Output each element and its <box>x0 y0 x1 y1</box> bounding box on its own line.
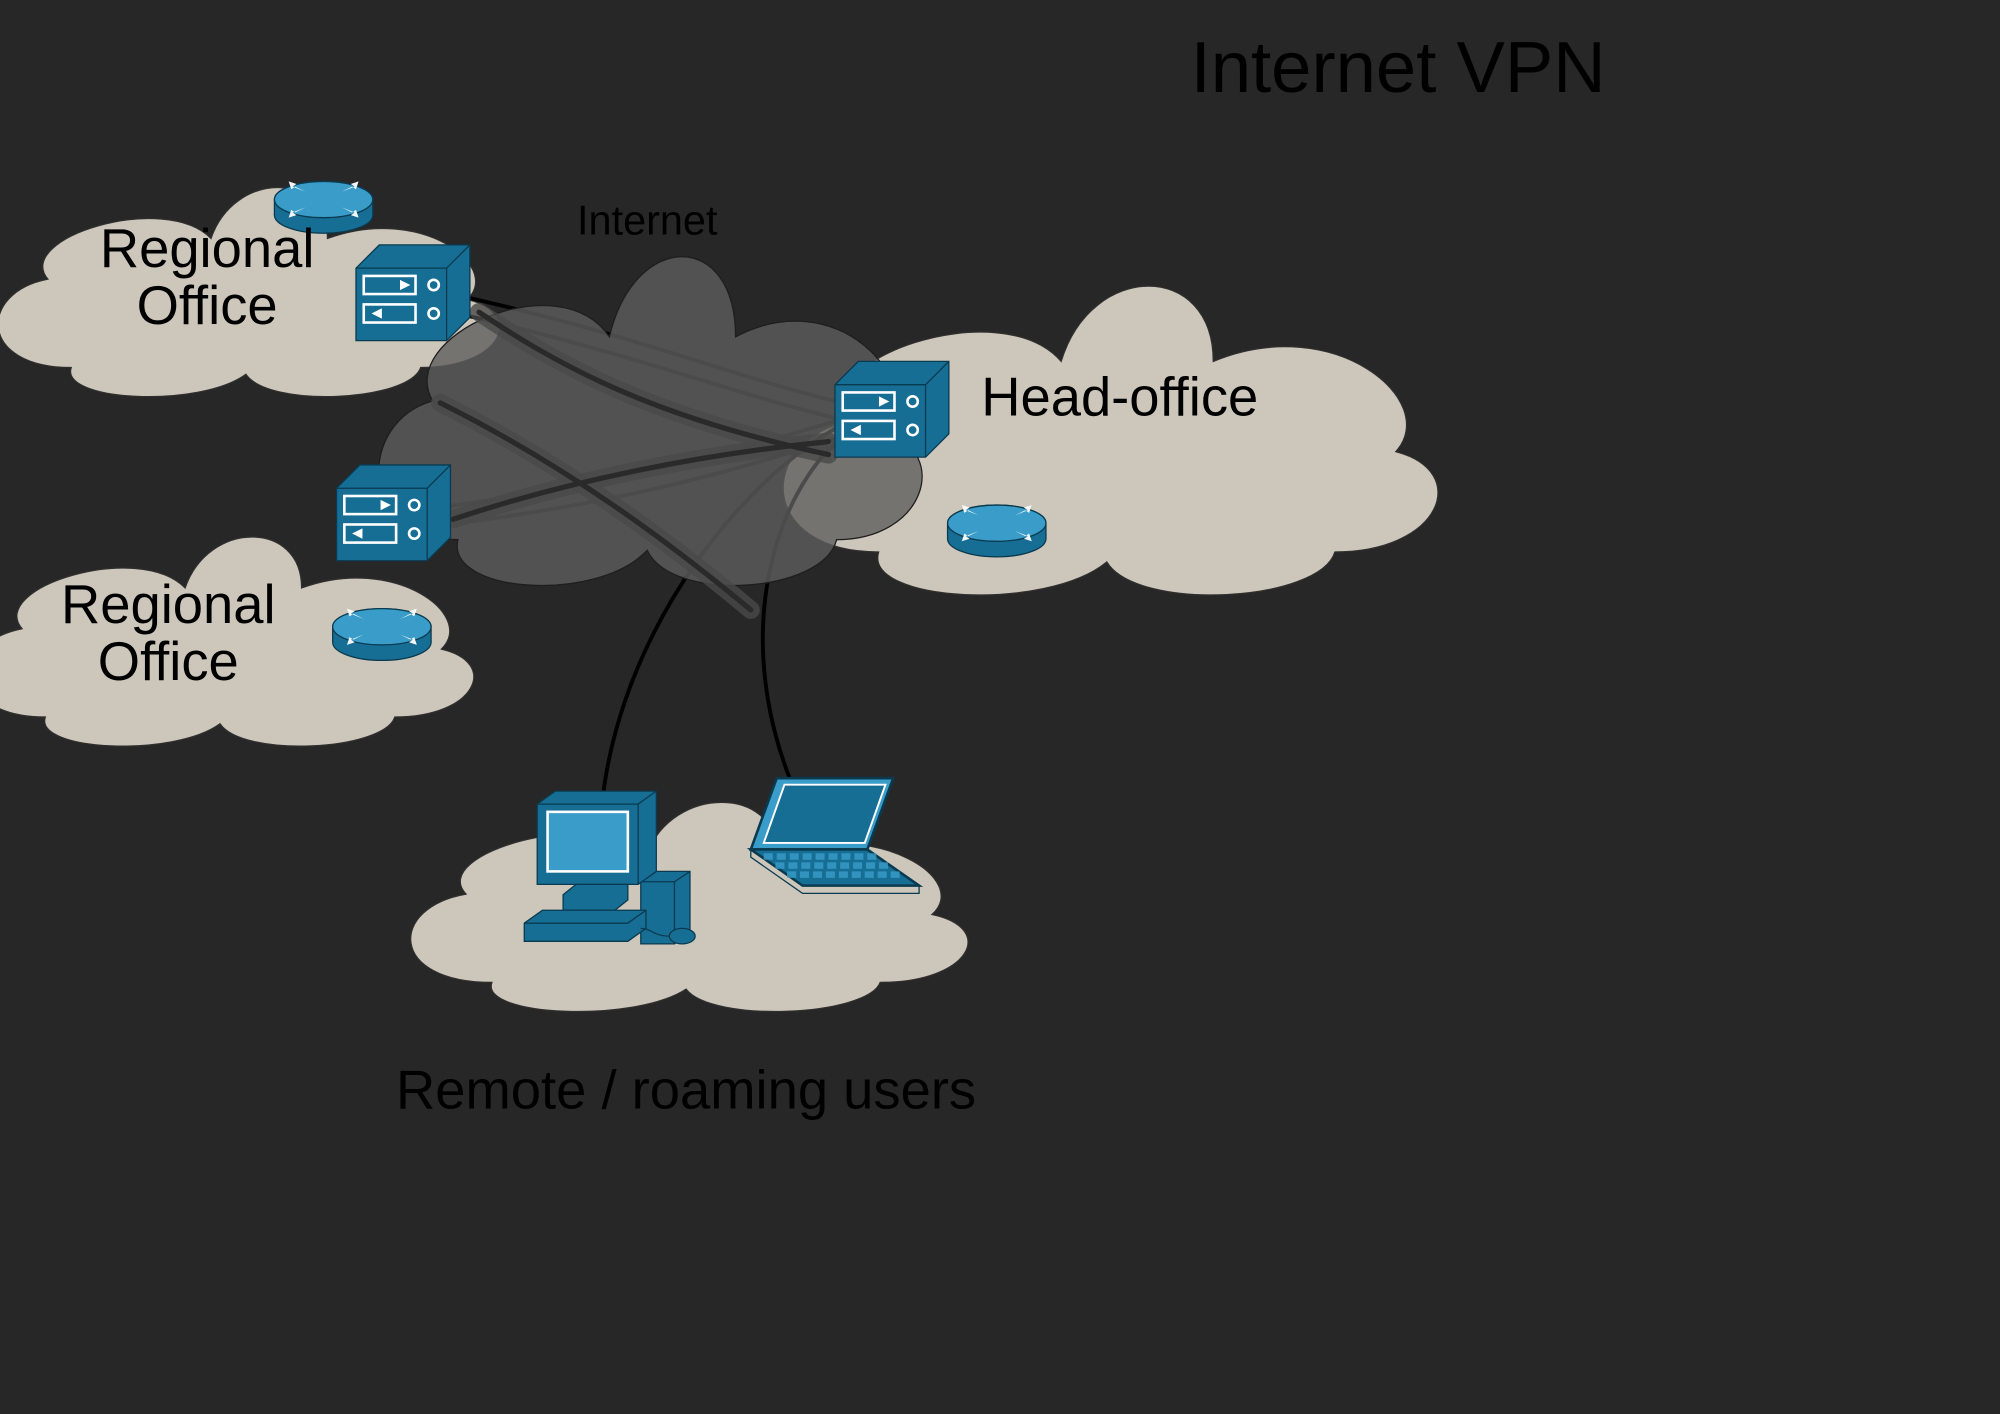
label-internet: Internet <box>577 198 718 244</box>
diagram-title: Internet VPN <box>1191 27 1606 108</box>
switch-icon-regional1 <box>356 245 470 341</box>
switch-icon-head <box>835 361 949 457</box>
router-icon-regional2 <box>333 609 431 661</box>
label-remote: Remote / roaming users <box>396 1059 976 1120</box>
vpn-network-diagram: RegionalOfficeRegionalOfficeHead-officeR… <box>0 0 2000 1414</box>
switch-icon-regional2 <box>337 465 451 561</box>
label-head: Head-office <box>981 367 1258 428</box>
router-icon-head <box>948 505 1046 557</box>
